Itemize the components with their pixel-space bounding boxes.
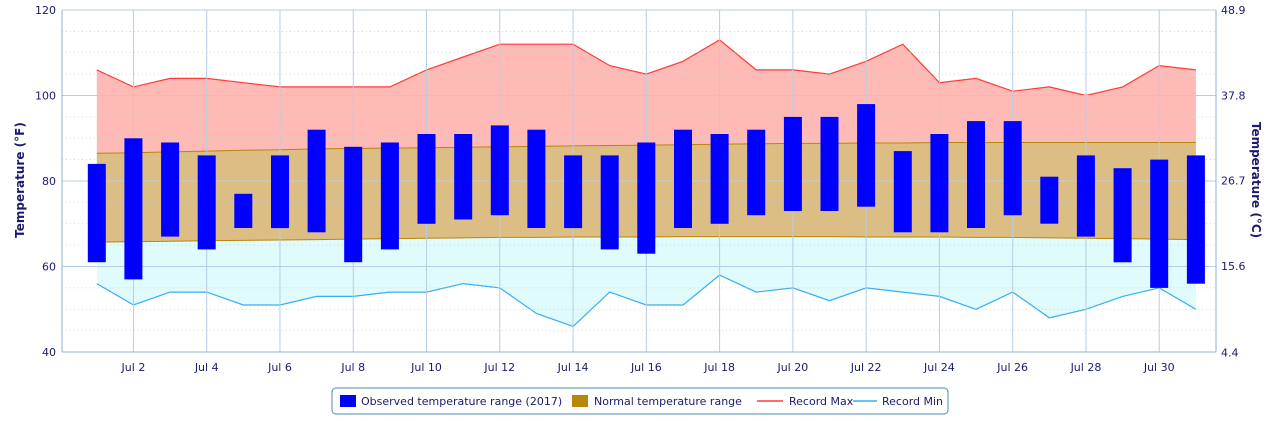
- observed-range-bar: [967, 121, 985, 228]
- x-tick-label: Jul 16: [630, 361, 662, 374]
- observed-range-bar: [417, 134, 436, 224]
- axes: [61, 10, 1217, 353]
- y-tick-label: 60: [42, 261, 56, 274]
- y2-tick-label: 37.8: [1221, 89, 1246, 102]
- observed-range-bar: [893, 151, 912, 233]
- legend-label-observed: Observed temperature range (2017): [361, 395, 562, 408]
- observed-range-bars: [87, 104, 1205, 288]
- y2-tick-label: 26.7: [1221, 175, 1246, 188]
- observed-range-bar: [1040, 176, 1059, 224]
- observed-range-bar: [307, 129, 326, 233]
- y-tick-label: 40: [42, 346, 56, 359]
- observed-range-bar: [87, 163, 106, 263]
- observed-range-bar: [161, 142, 180, 237]
- x-tick-label: Jul 12: [483, 361, 515, 374]
- y-axis-title-celsius: Temperature (°C): [1249, 122, 1263, 238]
- legend-box: [331, 387, 949, 415]
- legend-swatch-normal: [572, 395, 588, 407]
- observed-range-bar: [710, 134, 729, 224]
- x-tick-label: Jul 24: [923, 361, 955, 374]
- observed-range-bar: [747, 129, 766, 216]
- x-tick-label: Jul 22: [850, 361, 882, 374]
- legend-label-normal: Normal temperature range: [594, 395, 742, 408]
- observed-range-bar: [783, 116, 802, 211]
- observed-range-bar: [234, 193, 253, 228]
- legend-swatch-observed: [340, 395, 356, 407]
- observed-range-bar: [820, 116, 839, 211]
- x-tick-label: Jul 14: [557, 361, 589, 374]
- observed-range-bar: [1003, 121, 1022, 216]
- y-tick-label: 100: [35, 90, 56, 103]
- y-axis-title-fahrenheit: Temperature (°F): [13, 122, 27, 238]
- observed-range-bar: [600, 155, 619, 250]
- observed-range-bar: [1113, 168, 1132, 263]
- observed-range-bar: [857, 104, 876, 207]
- x-tick-label: Jul 26: [996, 361, 1028, 374]
- observed-range-bar: [637, 142, 656, 254]
- observed-range-bar: [124, 138, 143, 280]
- tick-labels: 40 60 80 100 120 4.4 15.6 26.7 37.8 48.9 Jul 2 Jul …: [35, 4, 1246, 374]
- x-tick-label: Jul 2: [121, 361, 146, 374]
- x-tick-label: Jul 30: [1143, 361, 1175, 374]
- observed-range-bar: [344, 146, 363, 263]
- x-tick-label: Jul 18: [703, 361, 735, 374]
- observed-range-bar: [1186, 155, 1205, 284]
- observed-range-bar: [527, 129, 546, 228]
- legend-label-record-max: Record Max: [789, 395, 854, 408]
- y2-tick-label: 4.4: [1221, 346, 1239, 359]
- observed-range-bar: [564, 155, 583, 229]
- observed-range-bar: [380, 142, 399, 250]
- observed-range-bar: [1150, 159, 1169, 288]
- observed-range-bar: [271, 155, 289, 229]
- observed-range-bar: [197, 155, 216, 250]
- observed-range-bar: [674, 129, 692, 228]
- x-tick-label: Jul 28: [1070, 361, 1102, 374]
- y2-tick-label: 15.6: [1221, 260, 1246, 273]
- legend-label-record-min: Record Min: [882, 395, 943, 408]
- x-tick-label: Jul 4: [194, 361, 219, 374]
- y-tick-label: 80: [42, 175, 56, 188]
- legend: Observed temperature range (2017) Normal …: [331, 387, 949, 415]
- x-tick-label: Jul 8: [340, 361, 365, 374]
- observed-range-bar: [930, 134, 949, 233]
- x-tick-label: Jul 20: [776, 361, 808, 374]
- observed-range-bar: [454, 134, 473, 220]
- y-tick-label: 120: [35, 4, 56, 17]
- observed-range-bar: [1076, 155, 1095, 237]
- x-tick-label: Jul 6: [267, 361, 292, 374]
- observed-range-bar: [490, 125, 509, 216]
- x-tick-label: Jul 10: [410, 361, 442, 374]
- y2-tick-label: 48.9: [1221, 4, 1246, 17]
